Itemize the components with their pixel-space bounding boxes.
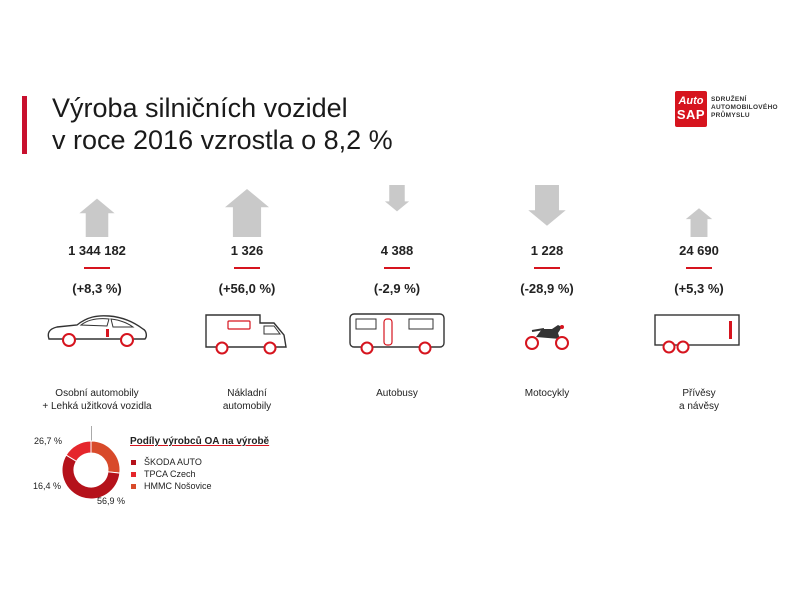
legend-label: ŠKODA AUTO [144,457,202,467]
legend-swatch [131,471,136,477]
logo-mark: Auto SAP [675,91,707,127]
category-label: Nákladní automobily [177,387,317,413]
trend-arrow-icon [177,185,317,237]
share-donut-chart [61,440,121,500]
legend-swatch [131,459,136,465]
truck-icon [177,311,317,367]
title-line-2: v roce 2016 vzrostla o 8,2 % [52,125,393,155]
category-value: 24 690 [679,243,719,258]
legend-item: TPCA Czech [131,468,212,480]
category-label: Autobusy [327,387,467,400]
trend-arrow-icon [327,185,467,237]
trend-arrow-icon [477,185,617,237]
legend-label: TPCA Czech [144,469,196,479]
value-underline [686,267,712,269]
autosap-logo: Auto SAP SDRUŽENÍ AUTOMOBILOVÉHO PRŮMYSL… [675,91,800,131]
logo-brand-line-2: SAP [676,107,706,122]
category-change: (+8,3 %) [72,281,122,296]
share-title: Podíly výrobců OA na výrobě [130,436,270,447]
value-underline [84,267,110,269]
pct-label-top: 26,7 % [34,436,63,446]
pct-label-bottom: 56,9 % [97,496,126,506]
category-label: Motocykly [477,387,617,400]
donut-slice--koda-auto [61,454,121,500]
category-trailers: 24 690 (+5,3 %) Přívěsy a návěsy [629,185,769,413]
category-value: 1 344 182 [68,243,126,258]
category-cars: 1 344 182 (+8,3 %) Osobní automobily + L… [27,185,167,413]
page-title: Výroba silničních vozidel v roce 2016 vz… [52,92,393,156]
category-label: Přívěsy a návěsy [629,387,769,413]
donut-leader-line [91,426,92,442]
title-accent-bar [22,96,27,154]
value-underline [234,267,260,269]
value-underline [384,267,410,269]
category-label-line-1: Motocykly [524,388,570,399]
logo-brand-line-1: Auto [678,95,704,107]
share-legend: ŠKODA AUTO TPCA Czech HMMC Nošovice [131,456,212,492]
category-label-line-1: Nákladní [227,388,267,399]
arrow-up-icon [685,208,713,237]
logo-text-line-3: PRŮMYSLU [711,112,750,119]
pct-label-left: 16,4 % [33,481,62,491]
arrow-up-icon [225,189,269,237]
arrow-down-icon [384,185,410,212]
car-icon [27,311,167,367]
logo-text: SDRUŽENÍ AUTOMOBILOVÉHO PRŮMYSLU [711,96,778,120]
logo-text-line-2: AUTOMOBILOVÉHO [711,104,778,111]
category-change: (+5,3 %) [674,281,724,296]
bus-icon [327,311,467,367]
legend-label: HMMC Nošovice [144,481,212,491]
category-label-line-1: Přívěsy [682,388,716,399]
category-label: Osobní automobily + Lehká užitková vozid… [27,387,167,413]
legend-item: ŠKODA AUTO [131,456,212,468]
category-label-line-1: Osobní automobily [55,388,139,399]
trend-arrow-icon [629,185,769,237]
category-change: (-28,9 %) [520,281,574,296]
category-motorcycles: 1 228 (-28,9 %) Motocykly [477,185,617,400]
motorcycle-icon [477,311,617,367]
donut-slice-tpca-czech [65,440,92,462]
category-label-line-2: a návěsy [678,401,720,412]
category-buses: 4 388 (-2,9 %) Autobusy [327,185,467,400]
category-value: 1 326 [230,243,264,258]
category-value: 4 388 [380,243,414,258]
title-line-1: Výroba silničních vozidel [52,93,348,123]
trailer-icon [629,311,769,367]
arrow-up-icon [79,198,115,237]
legend-item: HMMC Nošovice [131,480,212,492]
category-label-line-2: + Lehká užitková vozidla [42,401,152,412]
category-label-line-2: automobily [222,401,272,412]
donut-slice-hmmc-no-ovice [90,440,121,474]
category-label-line-1: Autobusy [376,388,418,399]
category-change: (+56,0 %) [218,281,276,296]
category-trucks: 1 326 (+56,0 %) Nákladní automobily [177,185,317,413]
trend-arrow-icon [27,185,167,237]
category-value: 1 228 [530,243,564,258]
logo-text-line-1: SDRUŽENÍ [711,96,747,103]
legend-swatch [131,483,136,489]
value-underline [534,267,560,269]
arrow-down-icon [528,185,566,226]
category-change: (-2,9 %) [373,281,421,296]
